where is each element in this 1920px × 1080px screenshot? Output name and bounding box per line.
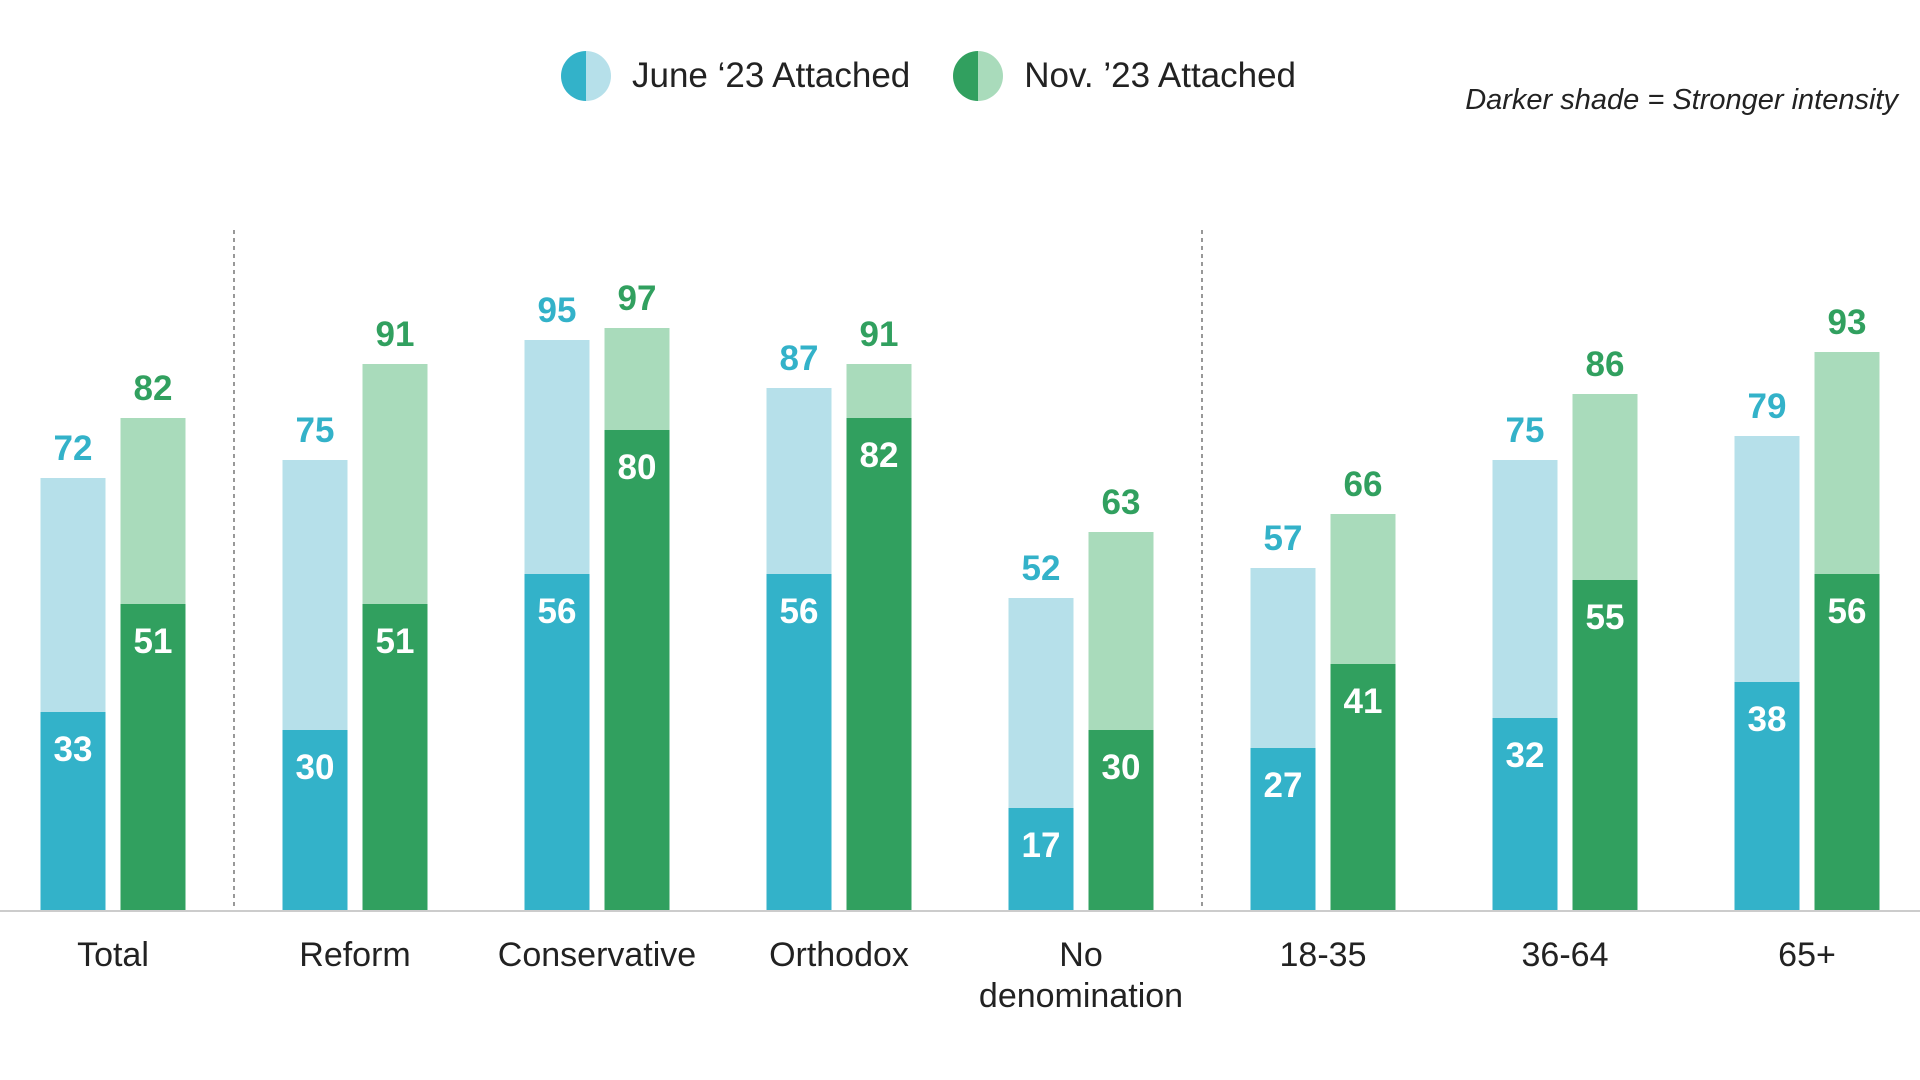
category-label-4: denomination [979,977,1183,1015]
june-legend-dark-half [561,51,586,101]
june-legend-light-half [586,51,611,101]
bar-nov-attached-0 [120,418,186,604]
data-label-nov-total-0: 82 [134,369,173,408]
data-label-june-strong-2: 56 [538,592,577,631]
data-label-nov-strong-0: 51 [134,622,173,661]
bar-june-strong-7 [1734,682,1800,910]
category-label-5: 18-35 [1280,936,1367,974]
data-label-june-total-2: 95 [538,291,577,330]
nov-legend-dark-half [953,51,979,101]
bar-june-attached-5 [1250,568,1316,748]
data-label-nov-strong-4: 30 [1102,748,1141,787]
data-label-june-strong-3: 56 [780,592,819,631]
bar-nov-strong-6 [1572,580,1638,910]
category-label-2: Conservative [498,936,696,974]
bar-june-strong-2 [524,574,590,910]
bar-nov-strong-4 [1088,730,1154,910]
bar-june-strong-4 [1008,808,1074,910]
data-label-nov-total-3: 91 [860,315,899,354]
data-label-nov-total-1: 91 [376,315,415,354]
data-label-june-strong-0: 33 [54,730,93,769]
data-label-nov-strong-5: 41 [1344,682,1383,721]
category-label-0: Total [77,936,149,974]
category-label-4: No [1059,936,1102,974]
data-label-june-total-5: 57 [1264,519,1303,558]
legend-item-june: June ‘23 Attached [560,50,910,102]
bar-june-attached-1 [282,460,348,730]
data-label-june-strong-5: 27 [1264,766,1303,805]
category-label-7: 65+ [1778,936,1836,974]
data-label-june-total-6: 75 [1506,411,1545,450]
data-label-nov-strong-3: 82 [860,436,899,475]
data-label-nov-strong-1: 51 [376,622,415,661]
data-label-nov-strong-7: 56 [1828,592,1867,631]
bar-june-attached-3 [766,388,832,574]
bar-nov-attached-3 [846,364,912,418]
bar-nov-attached-7 [1814,352,1880,574]
data-label-nov-total-7: 93 [1828,303,1867,342]
data-label-nov-total-6: 86 [1586,345,1625,384]
data-label-nov-total-4: 63 [1102,483,1141,522]
bar-june-attached-0 [40,478,106,712]
bar-nov-attached-5 [1330,514,1396,664]
bar-nov-strong-2 [604,430,670,910]
data-label-nov-total-2: 97 [618,279,657,318]
bar-nov-attached-4 [1088,532,1154,730]
data-label-june-strong-1: 30 [296,748,335,787]
legend: June ‘23 Attached Nov. ’23 Attached [560,50,1296,102]
bar-nov-strong-1 [362,604,428,910]
bar-june-strong-6 [1492,718,1558,910]
bar-june-attached-2 [524,340,590,574]
bar-nov-attached-6 [1572,394,1638,580]
data-label-june-total-7: 79 [1748,387,1787,426]
data-label-june-strong-4: 17 [1022,826,1061,865]
data-label-june-strong-7: 38 [1748,700,1787,739]
data-label-nov-strong-2: 80 [618,448,657,487]
category-label-6: 36-64 [1522,936,1609,974]
category-label-3: Orthodox [769,936,909,974]
bar-nov-strong-5 [1330,664,1396,910]
bar-june-attached-6 [1492,460,1558,718]
bar-june-attached-4 [1008,598,1074,808]
data-label-nov-total-5: 66 [1344,465,1383,504]
nov-legend-light-half [978,51,1004,101]
bar-june-attached-7 [1734,436,1800,682]
bar-nov-strong-0 [120,604,186,910]
june-legend-icon [561,51,611,101]
legend-label-june: June ‘23 Attached [632,56,911,95]
bar-june-strong-3 [766,574,832,910]
data-label-june-total-3: 87 [780,339,819,378]
category-label-1: Reform [299,936,410,974]
data-label-june-strong-6: 32 [1506,736,1545,775]
legend-label-nov: Nov. ’23 Attached [1024,56,1297,95]
bar-june-strong-0 [40,712,106,910]
data-label-june-total-0: 72 [54,429,93,468]
data-label-june-total-1: 75 [296,411,335,450]
bar-june-strong-1 [282,730,348,910]
nov-legend-icon [953,51,1004,101]
data-label-nov-strong-6: 55 [1586,598,1625,637]
legend-item-nov: Nov. ’23 Attached [952,50,1296,102]
data-label-june-total-4: 52 [1022,549,1061,588]
bar-june-strong-5 [1250,748,1316,910]
intensity-note: Darker shade = Stronger intensity [1465,84,1898,116]
bar-nov-attached-2 [604,328,670,430]
bar-nov-strong-3 [846,418,912,910]
bar-nov-strong-7 [1814,574,1880,910]
bar-nov-attached-1 [362,364,428,604]
